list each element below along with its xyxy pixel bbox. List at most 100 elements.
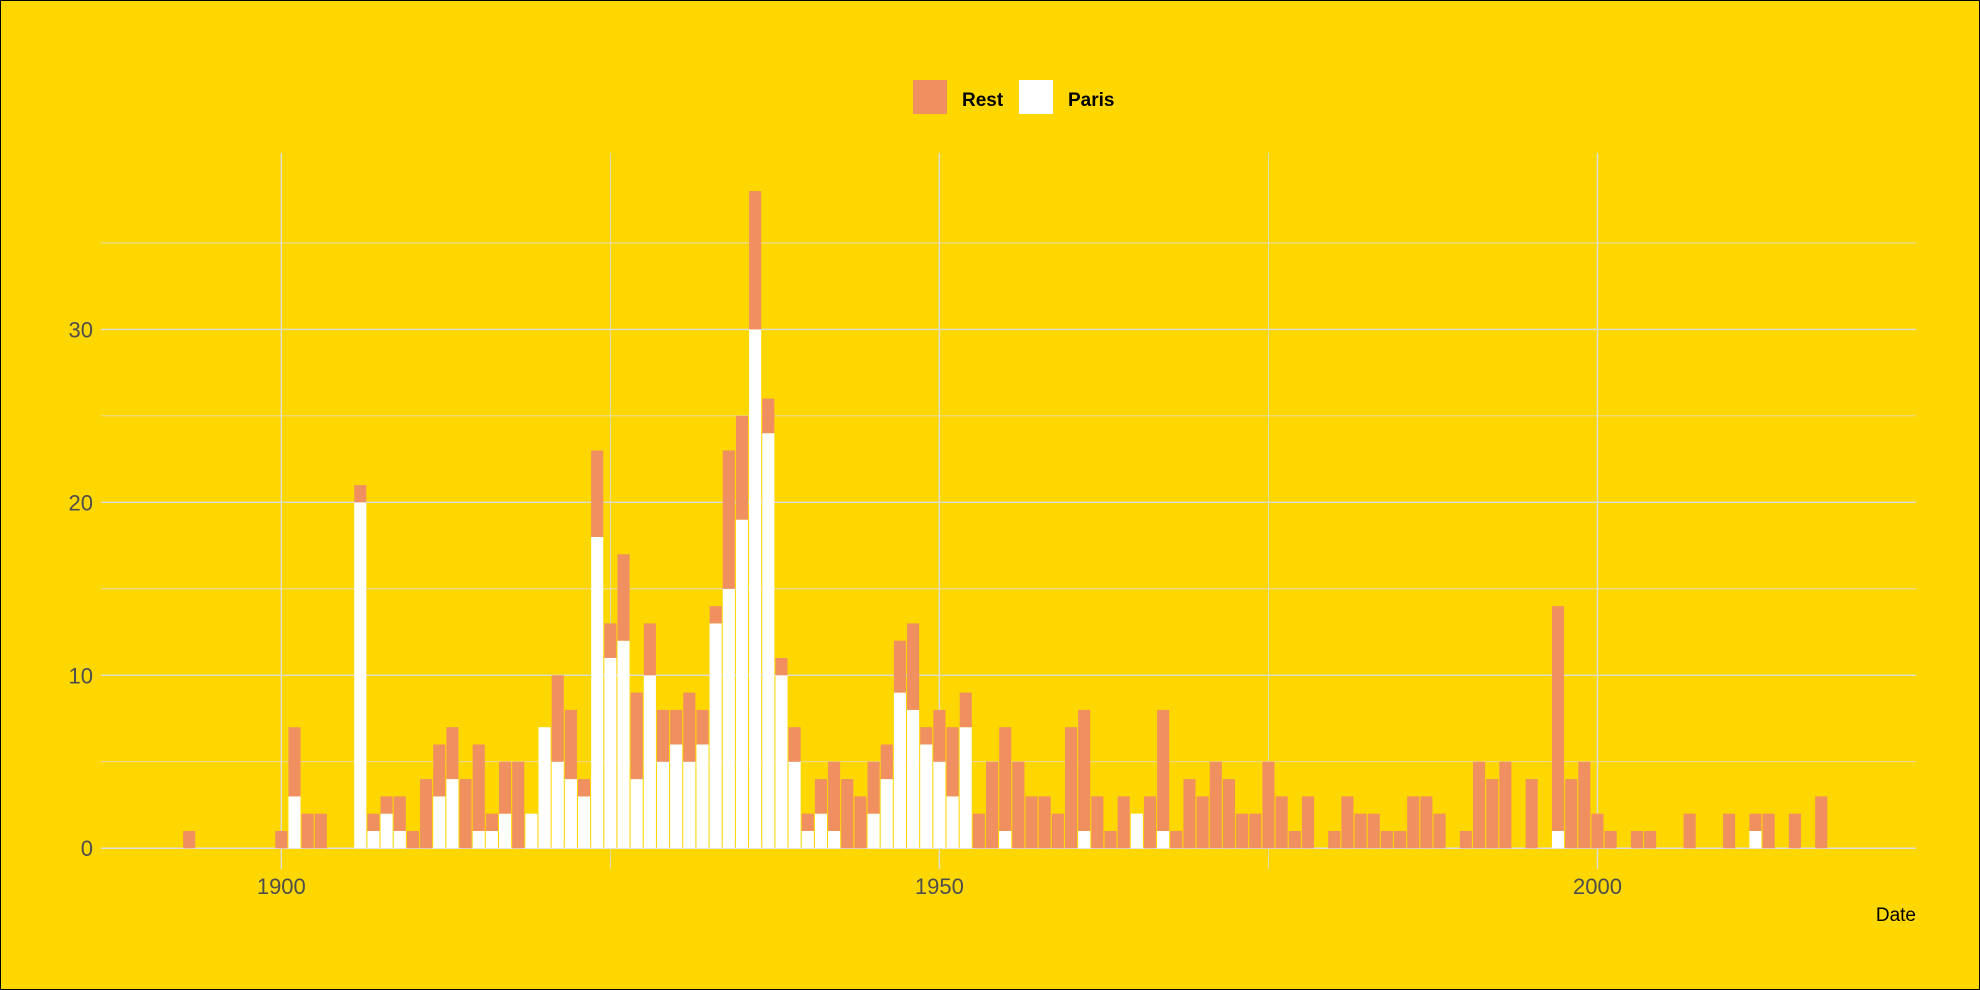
y-axis-tick-labels: 0 10 20 30 [69, 317, 93, 861]
bar-rest [814, 779, 827, 814]
legend-label-rest: Rest [962, 90, 1004, 111]
bar-rest [485, 813, 498, 831]
bar-rest [696, 709, 709, 745]
bar-rest [1117, 796, 1130, 849]
bar-paris [1157, 830, 1170, 849]
bar-rest [1420, 796, 1433, 849]
bar-rest [1328, 830, 1341, 849]
bar-rest [709, 606, 722, 624]
bar-rest [643, 623, 656, 676]
bar-rest [1433, 813, 1446, 849]
bar-paris [814, 813, 827, 849]
bar-rest [1525, 779, 1538, 849]
legend-key-rest [913, 80, 947, 114]
bar-paris [722, 588, 735, 849]
bar-rest [1749, 813, 1762, 831]
bar-rest [749, 191, 762, 330]
bar-rest [801, 813, 814, 831]
bar-paris [775, 675, 788, 849]
bar-rest [1472, 761, 1486, 849]
bar-rest [367, 813, 380, 831]
bar-paris [893, 692, 906, 849]
bar-rest [1249, 813, 1262, 849]
bar-paris [828, 830, 841, 849]
bar-rest [1078, 709, 1091, 831]
bar-paris [367, 830, 380, 849]
bar-rest [1815, 796, 1828, 849]
bar-rest [446, 727, 459, 780]
bar-paris [551, 761, 564, 849]
y-tick-label: 10 [69, 663, 93, 688]
bar-rest [512, 761, 525, 849]
bar-rest [183, 830, 196, 849]
bar-rest [604, 623, 617, 659]
bar-rest [722, 450, 735, 589]
bar-rest [1157, 709, 1170, 831]
bar-rest [1051, 813, 1064, 849]
bar-rest [617, 554, 630, 641]
bar-paris [709, 623, 722, 849]
bar-rest [972, 813, 985, 849]
bar-rest [1499, 761, 1512, 849]
bar-rest [1459, 830, 1472, 849]
y-tick-label: 0 [81, 836, 93, 861]
bar-paris [683, 761, 696, 849]
bar-paris [920, 744, 933, 849]
bar-rest [1183, 779, 1196, 849]
bar-paris [604, 658, 617, 849]
bar-rest [670, 709, 683, 745]
bar-rest [1788, 813, 1801, 849]
bar-rest [1407, 796, 1420, 849]
bar-paris [670, 744, 683, 849]
x-axis-title: Date [1876, 905, 1916, 926]
y-tick-label: 20 [69, 490, 93, 515]
legend-label-paris: Paris [1068, 90, 1114, 111]
bar-rest [301, 813, 314, 849]
bar-rest [472, 744, 485, 831]
bar-rest [499, 761, 512, 814]
bar-rest [1394, 830, 1407, 849]
x-tick-label: 2000 [1573, 874, 1622, 899]
bar-paris [393, 830, 406, 849]
bar-paris [525, 813, 538, 849]
bar-rest [841, 779, 854, 849]
bar-rest [1236, 813, 1249, 849]
bar-paris [499, 813, 512, 849]
bar-rest [1064, 727, 1078, 849]
y-tick-label: 30 [69, 317, 93, 342]
bar-paris [288, 796, 301, 849]
bar-rest [920, 727, 933, 745]
bar-rest [1762, 813, 1775, 849]
bar-paris [1078, 830, 1091, 849]
bar-paris [630, 779, 643, 849]
bar-rest [683, 692, 696, 762]
bar-paris [999, 830, 1012, 849]
bar-rest [933, 709, 946, 762]
bar-rest [1288, 830, 1301, 849]
bar-rest [1630, 830, 1644, 849]
bar-rest [420, 779, 433, 849]
bar-rest [775, 658, 788, 676]
bar-rest [380, 796, 393, 814]
bar-paris [946, 796, 959, 849]
bar-paris [380, 813, 393, 849]
bar-rest [735, 415, 749, 520]
bar-paris [749, 329, 762, 849]
bar-rest [1275, 796, 1288, 849]
grid-lines [101, 153, 1916, 869]
bar-rest [880, 744, 893, 780]
bar-rest [1196, 796, 1209, 849]
bar-rest [1723, 813, 1736, 849]
bar-rest [591, 450, 604, 537]
bar-paris [472, 830, 485, 849]
bar-paris [617, 640, 630, 849]
bar-paris [485, 830, 498, 849]
bar-rest [1143, 796, 1157, 849]
bar-rest [1354, 813, 1367, 849]
bars [183, 191, 1828, 849]
bar-rest [459, 779, 472, 849]
bar-rest [1683, 813, 1696, 849]
bar-paris [1749, 830, 1762, 849]
bar-rest [907, 623, 920, 710]
